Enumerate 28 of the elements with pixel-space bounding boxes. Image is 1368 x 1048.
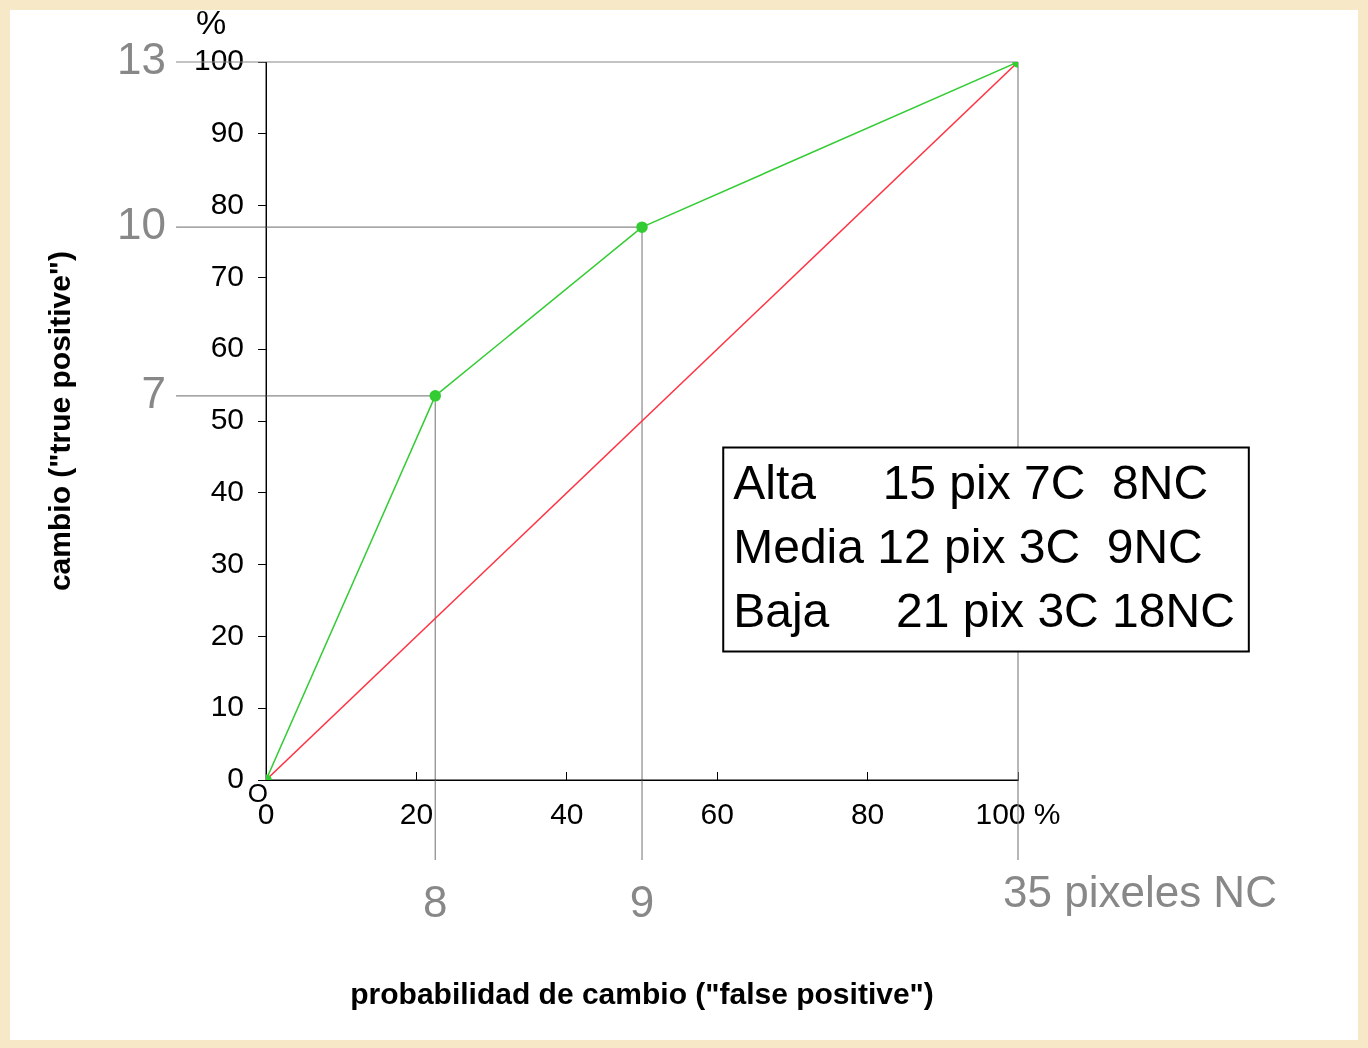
y-tick-label: 70 bbox=[210, 258, 245, 292]
text: 9 bbox=[629, 877, 655, 927]
y-tick-label: 30 bbox=[210, 545, 245, 579]
text: 10 bbox=[117, 199, 167, 249]
text: 13 bbox=[117, 34, 167, 84]
x-tick-label: 20 bbox=[399, 797, 434, 831]
text: % bbox=[195, 3, 227, 42]
x-tick-label: 80 bbox=[850, 797, 885, 831]
y-tick-label: 50 bbox=[210, 402, 245, 436]
annotation: Alta 15 pix 7C 8NC bbox=[733, 455, 1209, 509]
y-tick-label: 10 bbox=[210, 689, 245, 723]
y-tick-label: 40 bbox=[210, 474, 245, 508]
x-tick-label: 40 bbox=[550, 797, 584, 831]
text: 35 pixeles NC bbox=[1003, 867, 1277, 917]
y-tick-label: 80 bbox=[210, 186, 245, 220]
text: 7 bbox=[141, 368, 167, 418]
x-tick-label: 60 bbox=[700, 797, 734, 831]
y-tick-label: 20 bbox=[210, 617, 245, 651]
x-axis-title: probabilidad de cambio ("false positive") bbox=[350, 977, 934, 1011]
y-tick-label: 60 bbox=[210, 330, 245, 364]
y-tick-label: 90 bbox=[210, 115, 245, 149]
y-tick-label: 100 bbox=[193, 43, 245, 77]
x-tick-label: 100 % bbox=[975, 797, 1061, 831]
annotation: Media 12 pix 3C 9NC bbox=[733, 519, 1203, 573]
annotation: Baja 21 pix 3C 18NC bbox=[733, 583, 1235, 637]
text: 8 bbox=[423, 877, 448, 927]
y-tick-label: 0 bbox=[227, 761, 245, 795]
y-axis-title: cambio ("true positive") bbox=[43, 250, 77, 592]
